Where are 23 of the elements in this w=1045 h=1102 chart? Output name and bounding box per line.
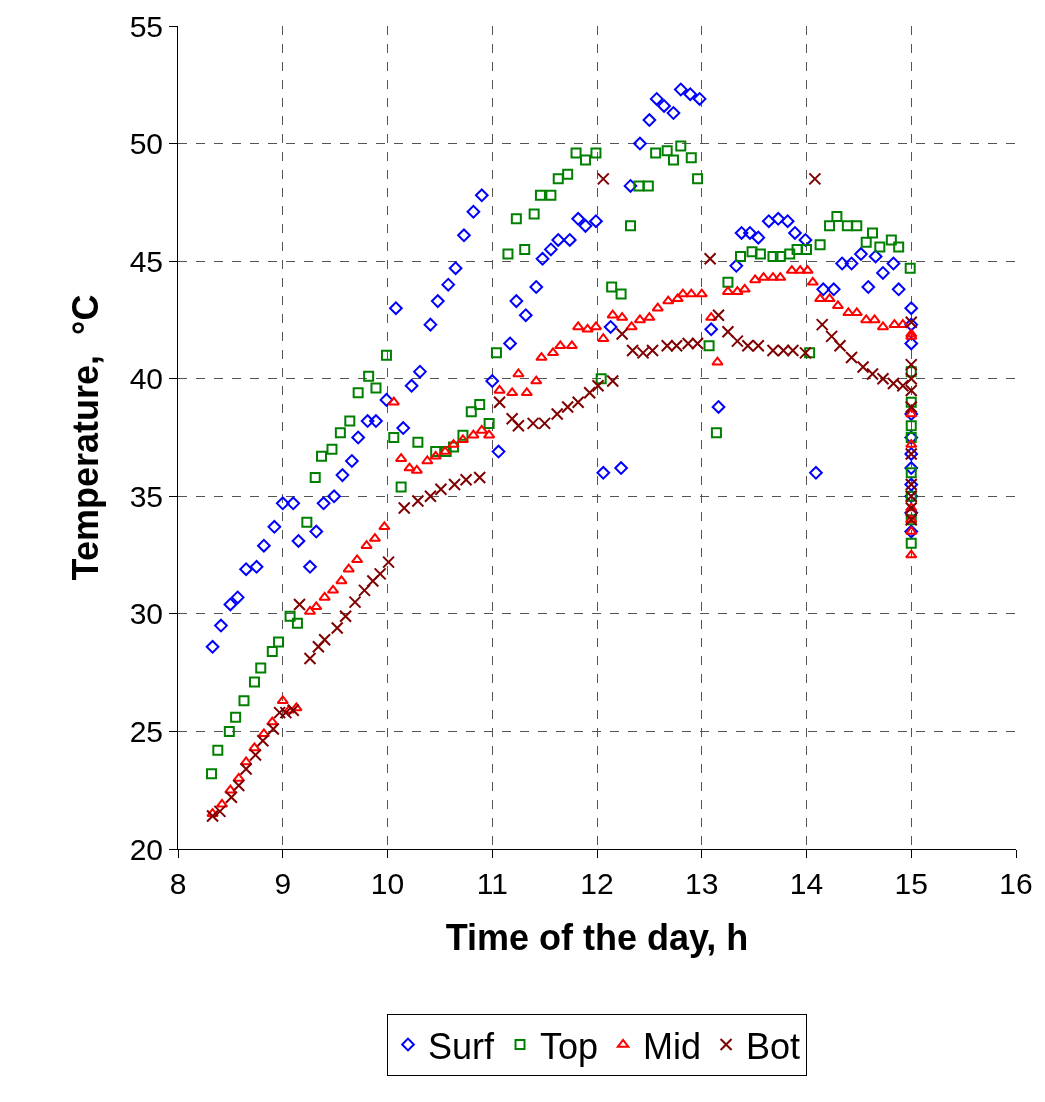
- y-axis-title: Temperature, °C: [64, 294, 106, 581]
- y-tick-label: 20: [129, 832, 163, 866]
- x-tick-label: 11: [476, 867, 508, 900]
- x-tick-label: 16: [999, 867, 1033, 900]
- x-tick-label: 9: [274, 867, 292, 900]
- y-tick-label: 35: [129, 479, 163, 513]
- y-tick-label: 30: [129, 597, 163, 631]
- y-tick-label: 40: [129, 362, 163, 396]
- legend-label: Surf: [428, 1025, 496, 1067]
- x-tick-label: 13: [685, 867, 719, 900]
- y-tick-label: 45: [129, 244, 163, 278]
- y-tick-label: 55: [129, 9, 163, 43]
- legend-label: Bot: [746, 1025, 801, 1067]
- x-tick-label: 15: [894, 867, 928, 900]
- legend-label: Top: [540, 1025, 599, 1067]
- y-tick-label: 25: [129, 714, 163, 748]
- legend-label: Mid: [643, 1025, 702, 1067]
- x-tick-label: 8: [169, 867, 187, 900]
- x-tick-label: 10: [370, 867, 405, 900]
- x-tick-label: 12: [580, 867, 614, 900]
- y-tick-label: 50: [129, 127, 163, 161]
- x-axis-title: Time of the day, h: [445, 916, 749, 958]
- x-tick-label: 14: [789, 867, 824, 900]
